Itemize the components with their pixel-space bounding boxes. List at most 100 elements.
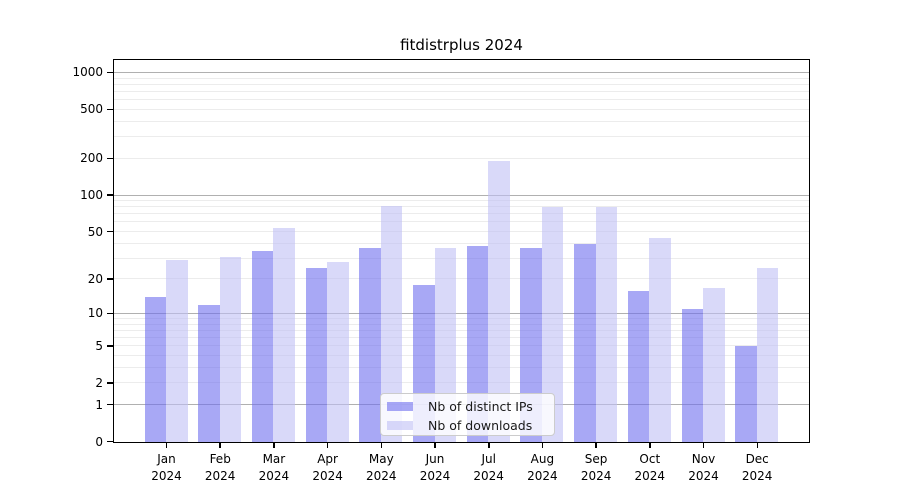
y-tick-label-2: 2 <box>95 375 103 390</box>
bar-downloads-mar <box>273 227 295 442</box>
y-tick-mark-1000 <box>107 71 113 74</box>
gridline-minor-500 <box>114 108 809 110</box>
x-tick-mark-dec <box>756 443 758 448</box>
gridline-minor-900 <box>114 77 809 79</box>
y-tick-mark-500 <box>107 108 113 111</box>
plot-area <box>113 59 810 443</box>
legend-swatch-downloads <box>387 420 413 430</box>
x-tick-mark-jul <box>488 443 490 448</box>
gridline-minor-8 <box>114 323 809 325</box>
x-tick-label-feb: Feb 2024 <box>188 451 252 484</box>
x-tick-label-may: May 2024 <box>349 451 413 484</box>
y-tick-label-0: 0 <box>95 434 103 449</box>
gridline-major-100 <box>114 194 809 196</box>
x-tick-year: 2024 <box>312 468 343 483</box>
x-tick-month: Sep <box>584 452 608 466</box>
x-tick-label-jun: Jun 2024 <box>403 451 467 484</box>
bar-downloads-apr <box>327 262 349 442</box>
gridline-major-1000 <box>114 71 809 74</box>
x-tick-year: 2024 <box>151 468 182 483</box>
y-tick-label-10: 10 <box>87 306 103 321</box>
bar-distinct-ips-dec <box>735 346 757 442</box>
x-tick-label-sep: Sep 2024 <box>564 451 628 484</box>
bar-distinct-ips-oct <box>627 290 650 442</box>
x-tick-year: 2024 <box>366 468 397 483</box>
x-tick-label-dec: Dec 2024 <box>725 451 789 484</box>
x-tick-mark-feb <box>219 443 221 448</box>
gridline-minor-400 <box>114 120 809 122</box>
y-tick-mark-200 <box>107 157 113 159</box>
x-tick-month: Nov <box>691 452 716 466</box>
legend-item-distinct-ips: Nb of distinct IPs <box>387 397 548 415</box>
gridline-minor-3 <box>114 366 809 368</box>
x-tick-year: 2024 <box>634 468 666 483</box>
y-tick-label-5: 5 <box>95 338 103 353</box>
x-tick-mark-may <box>380 443 383 448</box>
legend: Nb of distinct IPs Nb of downloads <box>380 393 555 436</box>
bar-downloads-jan <box>166 260 188 442</box>
gridline-minor-20 <box>114 278 809 280</box>
x-tick-month: Jan <box>157 452 176 466</box>
bar-distinct-ips-feb <box>198 305 220 442</box>
bar-downloads-jul <box>488 160 510 442</box>
x-tick-month: May <box>368 452 394 466</box>
legend-label-distinct-ips: Nb of distinct IPs <box>428 398 533 414</box>
x-tick-label-nov: Nov 2024 <box>672 451 736 484</box>
bar-distinct-ips-apr <box>305 268 328 442</box>
y-tick-mark-50 <box>107 230 113 233</box>
gridline-minor-800 <box>114 83 809 85</box>
gridline-minor-60 <box>114 221 809 223</box>
y-tick-label-50: 50 <box>87 224 103 239</box>
x-tick-mark-jun <box>434 443 436 448</box>
x-tick-year: 2024 <box>580 468 612 483</box>
gridline-minor-30 <box>114 257 809 259</box>
y-tick-mark-10 <box>107 312 113 315</box>
x-tick-year: 2024 <box>741 468 773 483</box>
bar-distinct-ips-mar <box>251 250 274 442</box>
bar-downloads-aug <box>541 207 564 442</box>
bar-distinct-ips-jan <box>144 297 166 442</box>
y-tick-mark-2 <box>107 382 113 384</box>
bar-downloads-feb <box>219 256 242 442</box>
x-tick-mark-sep <box>595 443 597 448</box>
x-tick-mark-oct <box>649 443 651 448</box>
y-tick-label-500: 500 <box>80 102 103 117</box>
x-tick-year: 2024 <box>473 468 504 483</box>
x-tick-mark-jan <box>165 443 168 448</box>
bar-downloads-nov <box>703 287 725 442</box>
gridline-major-10 <box>114 312 809 315</box>
x-tick-label-apr: Apr 2024 <box>296 451 360 484</box>
x-tick-year: 2024 <box>688 468 719 483</box>
bar-distinct-ips-may <box>359 247 381 442</box>
gridline-minor-4 <box>114 355 809 356</box>
x-tick-label-aug: Aug 2024 <box>510 451 574 484</box>
bar-distinct-ips-nov <box>681 309 703 442</box>
y-tick-mark-0 <box>107 440 113 443</box>
gridline-minor-700 <box>114 91 809 92</box>
x-tick-month: Feb <box>209 452 231 466</box>
y-tick-label-1: 1 <box>95 397 103 412</box>
legend-swatch-distinct-ips <box>387 401 413 411</box>
x-tick-label-jul: Jul 2024 <box>457 451 521 484</box>
x-tick-month: Oct <box>639 452 661 466</box>
gridline-minor-7 <box>114 329 809 331</box>
y-tick-label-1000: 1000 <box>72 65 103 80</box>
chart-title: fitdistrplus 2024 <box>400 36 523 54</box>
legend-item-downloads: Nb of downloads <box>387 416 548 434</box>
x-tick-label-mar: Mar 2024 <box>242 451 306 484</box>
y-tick-label-20: 20 <box>87 271 103 286</box>
gridline-minor-40 <box>114 242 809 244</box>
gridline-minor-50 <box>114 231 809 232</box>
x-tick-year: 2024 <box>204 468 236 483</box>
x-tick-mark-aug <box>541 443 544 448</box>
x-tick-year: 2024 <box>419 468 451 483</box>
y-tick-label-100: 100 <box>80 188 103 202</box>
x-tick-mark-apr <box>326 443 329 448</box>
y-tick-mark-1 <box>107 403 113 406</box>
gridline-minor-5 <box>114 345 809 347</box>
gridline-minor-90 <box>114 200 809 201</box>
y-tick-mark-20 <box>107 278 113 280</box>
x-tick-month: Jun <box>425 452 445 466</box>
bar-distinct-ips-sep <box>574 243 596 442</box>
